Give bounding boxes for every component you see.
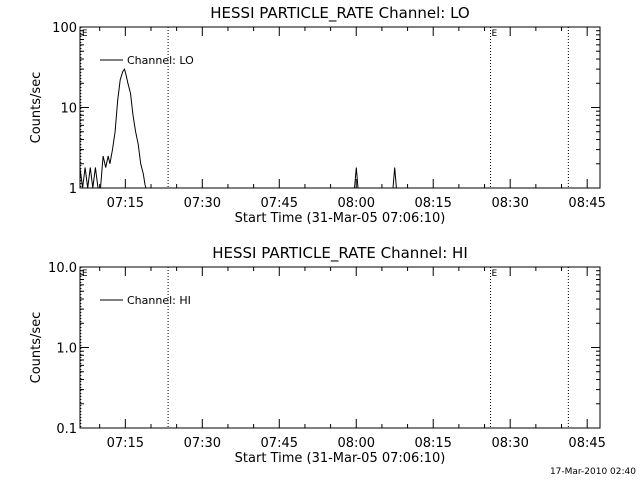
series-line xyxy=(79,67,399,189)
x-tick-label: 08:45 xyxy=(568,436,605,451)
x-tick-label: 08:15 xyxy=(414,196,451,211)
y-tick-label: 10 xyxy=(60,102,77,117)
chart-title: HESSI PARTICLE_RATE Channel: LO xyxy=(210,4,469,23)
y-tick-label: 10.0 xyxy=(48,261,77,276)
x-tick-label: 07:45 xyxy=(261,196,298,211)
event-marker-label: E xyxy=(82,29,88,39)
x-tick-label: 08:45 xyxy=(568,196,605,211)
legend-entry: Channel: LO xyxy=(127,54,194,67)
x-tick-label: 07:30 xyxy=(184,436,221,451)
event-marker-label: E xyxy=(82,269,88,279)
y-tick-label: 1 xyxy=(69,182,77,197)
x-tick-label: 08:15 xyxy=(414,436,451,451)
y-axis-label: Counts/sec xyxy=(29,312,44,384)
plot-frame xyxy=(79,26,601,189)
event-marker-label: E xyxy=(492,269,498,279)
x-tick-label: 08:30 xyxy=(491,436,528,451)
y-axis-label: Counts/sec xyxy=(29,72,44,144)
event-marker-label: E xyxy=(492,29,498,39)
x-tick-label: 08:30 xyxy=(491,196,528,211)
x-tick-label: 07:15 xyxy=(107,196,144,211)
legend-entry: Channel: HI xyxy=(127,294,191,307)
x-tick-label: 08:00 xyxy=(338,436,375,451)
footer-timestamp: 17-Mar-2010 02:40 xyxy=(550,467,636,477)
panel-channel-hi: HESSI PARTICLE_RATE Channel: HI 0.1 1.0 10.… xyxy=(29,244,606,466)
x-axis-label: Start Time (31-Mar-05 07:06:10) xyxy=(235,451,446,466)
panel-channel-lo: HESSI PARTICLE_RATE Channel: LO 1 10 100 Cou… xyxy=(29,4,606,226)
x-tick-label: 07:45 xyxy=(261,436,298,451)
x-tick-label: 07:30 xyxy=(184,196,221,211)
plot-frame xyxy=(79,266,601,429)
y-tick-label: 1.0 xyxy=(56,342,77,357)
y-tick-label: 100 xyxy=(52,21,77,36)
x-tick-label: 08:00 xyxy=(338,196,375,211)
x-tick-label: 07:15 xyxy=(107,436,144,451)
y-tick-label: 0.1 xyxy=(56,422,77,437)
x-axis-label: Start Time (31-Mar-05 07:06:10) xyxy=(235,211,446,226)
chart-title: HESSI PARTICLE_RATE Channel: HI xyxy=(212,244,468,263)
